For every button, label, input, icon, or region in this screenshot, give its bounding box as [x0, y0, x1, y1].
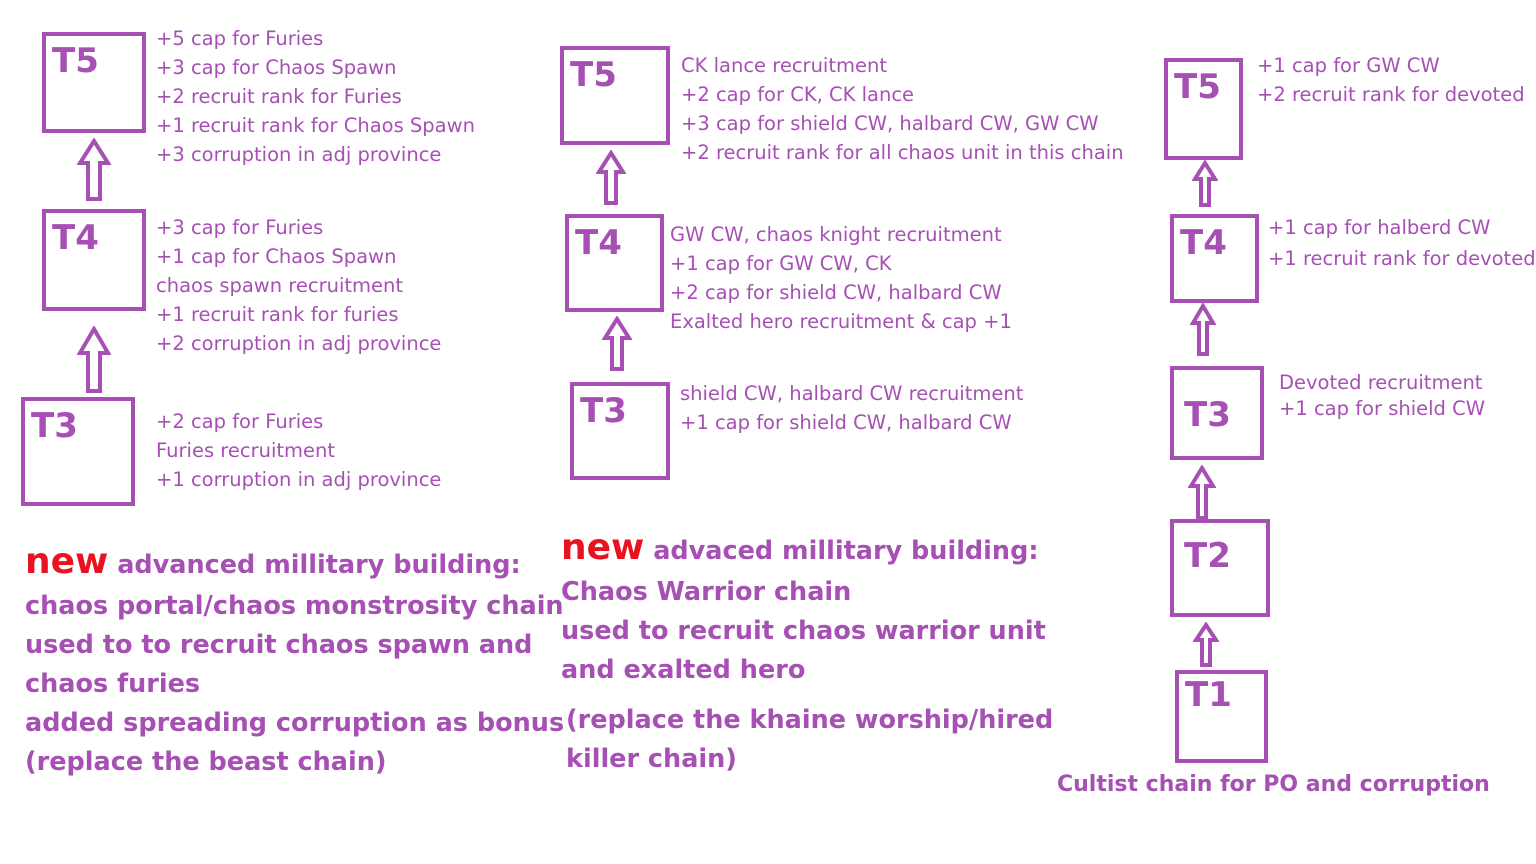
chain1-description: new advanced millitary building: chaos p…	[25, 537, 564, 782]
description-line: Chaos Warrior chain	[561, 577, 852, 607]
chain1-tier3-box: T3	[21, 397, 135, 506]
description-line: and exalted hero	[561, 655, 806, 685]
tier-label: T1	[1185, 675, 1232, 715]
chain3-tier4-box: T4	[1170, 214, 1259, 303]
up-arrow-icon	[1192, 160, 1218, 207]
tier-label: T3	[580, 391, 627, 431]
effect-line: +1 recruit rank for devoted	[1268, 247, 1536, 270]
effect-line: +2 recruit rank for devoted	[1257, 83, 1525, 106]
chain1-tier4-box: T4	[42, 209, 146, 311]
description-line: chaos portal/chaos monstrosity chain	[25, 591, 564, 621]
chain3-tier5-box: T5	[1164, 58, 1243, 160]
effect-line: +3 cap for Chaos Spawn	[156, 56, 397, 79]
tier-label: T3	[31, 406, 78, 446]
effect-line: +3 cap for shield CW, halbard CW, GW CW	[681, 112, 1099, 135]
tier-label: T3	[1184, 395, 1231, 435]
tier-label: T5	[52, 41, 99, 81]
effect-line: Devoted recruitment	[1279, 371, 1483, 394]
tier-label: T4	[52, 218, 99, 258]
effect-line: +2 cap for Furies	[156, 410, 324, 433]
chain1-tier4-effects: +3 cap for Furies +1 cap for Chaos Spawn…	[156, 213, 441, 358]
tier-label: T4	[1180, 223, 1227, 263]
new-tag: new	[561, 527, 645, 568]
chain2-tier3-box: T3	[570, 382, 670, 480]
effect-line: +2 cap for shield CW, halbard CW	[670, 281, 1002, 304]
chain3-tier2-box: T2	[1170, 519, 1270, 617]
effect-line: +1 cap for Chaos Spawn	[156, 245, 397, 268]
description-line: chaos furies	[25, 669, 201, 699]
effect-line: +1 corruption in adj province	[156, 468, 442, 491]
chain3-tier3-effects: Devoted recruitment +1 cap for shield CW	[1279, 370, 1485, 422]
up-arrow-icon	[1193, 622, 1219, 667]
effect-line: shield CW, halbard CW recruitment	[680, 382, 1024, 405]
effect-line: Exalted hero recruitment & cap +1	[670, 310, 1012, 333]
effect-line: CK lance recruitment	[681, 54, 887, 77]
chain1-tier5-effects: +5 cap for Furies +3 cap for Chaos Spawn…	[156, 24, 475, 169]
description-line: (replace the khaine worship/hired	[566, 705, 1054, 735]
effect-line: +1 cap for shield CW, halbard CW	[680, 411, 1012, 434]
chain2-tier4-effects: GW CW, chaos knight recruitment +1 cap f…	[670, 220, 1012, 336]
effect-line: +1 cap for halberd CW	[1268, 216, 1491, 239]
up-arrow-icon	[77, 138, 111, 201]
tier-label: T2	[1184, 536, 1231, 576]
up-arrow-icon	[1188, 465, 1216, 520]
chain3-tier5-effects: +1 cap for GW CW +2 recruit rank for dev…	[1257, 51, 1525, 109]
effect-line: +1 cap for GW CW, CK	[670, 252, 892, 275]
up-arrow-icon	[1190, 303, 1216, 356]
chain2-replace-note: (replace the khaine worship/hired killer…	[566, 701, 1053, 779]
description-headline: new advanced millitary building:	[25, 537, 564, 587]
chain2-tier4-box: T4	[565, 214, 664, 312]
chain1-tier5-box: T5	[42, 32, 146, 133]
description-headline: new advaced millitary building:	[561, 523, 1046, 573]
description-line: used to recruit chaos warrior unit	[561, 616, 1046, 646]
effect-line: +2 recruit rank for Furies	[156, 85, 402, 108]
effect-line: +1 cap for GW CW	[1257, 54, 1440, 77]
chain2-description: new advaced millitary building: Chaos Wa…	[561, 523, 1046, 690]
description-line: used to to recruit chaos spawn and	[25, 630, 533, 660]
chain2-tier5-box: T5	[560, 46, 670, 145]
chain1-tier3-effects: +2 cap for Furies Furies recruitment +1 …	[156, 407, 441, 494]
effect-line: +3 corruption in adj province	[156, 143, 442, 166]
chain3-footer: Cultist chain for PO and corruption	[1057, 772, 1490, 797]
effect-line: +2 corruption in adj province	[156, 332, 442, 355]
effect-line: +1 cap for shield CW	[1279, 397, 1486, 420]
headline-text: advanced millitary building:	[117, 550, 521, 580]
effect-line: +2 recruit rank for all chaos unit in th…	[681, 141, 1124, 164]
effect-line: GW CW, chaos knight recruitment	[670, 223, 1002, 246]
chain3-tier4-effects: +1 cap for halberd CW +1 recruit rank fo…	[1268, 213, 1536, 273]
effect-line: +3 cap for Furies	[156, 216, 324, 239]
chain3-tier3-box: T3	[1170, 366, 1264, 460]
effect-line: +1 recruit rank for Chaos Spawn	[156, 114, 475, 137]
headline-text: advaced millitary building:	[653, 536, 1039, 566]
effect-line: +2 cap for CK, CK lance	[681, 83, 915, 106]
up-arrow-icon	[77, 326, 111, 393]
description-line: (replace the beast chain)	[25, 747, 387, 777]
chain3-tier1-box: T1	[1175, 670, 1268, 763]
tier-label: T4	[575, 223, 622, 263]
effect-line: +5 cap for Furies	[156, 27, 324, 50]
tier-label: T5	[570, 55, 617, 95]
chain2-tier5-effects: CK lance recruitment +2 cap for CK, CK l…	[681, 51, 1124, 167]
up-arrow-icon	[596, 150, 626, 205]
description-line: added spreading corruption as bonus	[25, 708, 565, 738]
effect-line: +1 recruit rank for furies	[156, 303, 399, 326]
effect-line: chaos spawn recruitment	[156, 274, 404, 297]
new-tag: new	[25, 541, 109, 582]
tier-label: T5	[1174, 67, 1221, 107]
description-line: killer chain)	[566, 744, 737, 774]
up-arrow-icon	[602, 316, 632, 371]
effect-line: Furies recruitment	[156, 439, 336, 462]
chain2-tier3-effects: shield CW, halbard CW recruitment +1 cap…	[680, 379, 1023, 437]
